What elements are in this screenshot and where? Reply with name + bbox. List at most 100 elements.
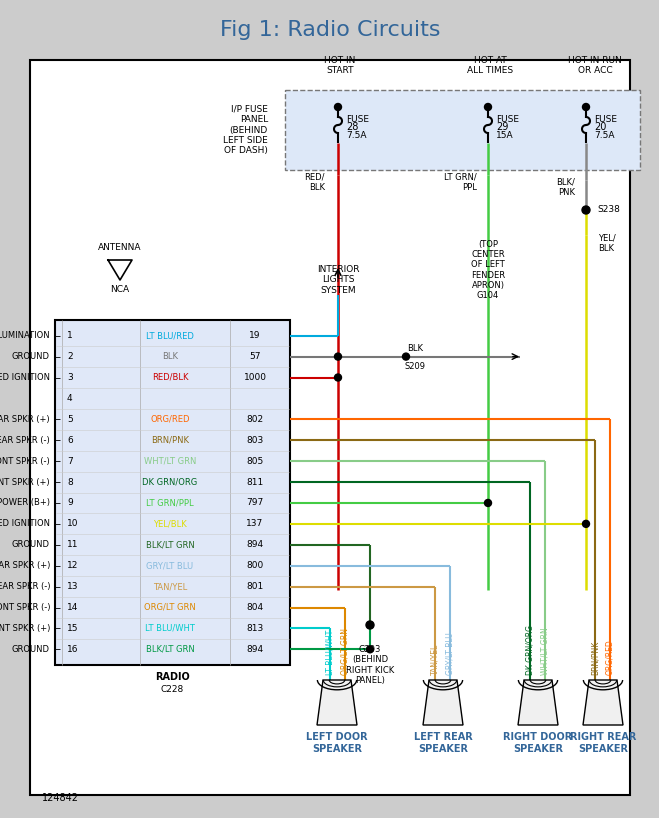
- Text: G203
(BEHIND
RIGHT KICK
PANEL): G203 (BEHIND RIGHT KICK PANEL): [346, 645, 394, 685]
- Text: BRN/PNK: BRN/PNK: [151, 436, 189, 445]
- Text: 801: 801: [246, 582, 264, 591]
- Bar: [30, 60, 630, 795]
- Circle shape: [335, 374, 341, 381]
- Polygon shape: [583, 680, 623, 725]
- Text: 894: 894: [246, 540, 264, 549]
- Text: 805: 805: [246, 456, 264, 465]
- Polygon shape: [518, 680, 558, 725]
- Text: 14: 14: [67, 603, 78, 612]
- Text: DK GRN/ORG: DK GRN/ORG: [525, 625, 534, 675]
- Text: RIGHT DOOR
SPEAKER: RIGHT DOOR SPEAKER: [503, 732, 573, 754]
- Text: WHT/LT GRN: WHT/LT GRN: [144, 456, 196, 465]
- Circle shape: [582, 206, 590, 214]
- Text: YEL/
BLK: YEL/ BLK: [598, 233, 616, 253]
- Circle shape: [583, 104, 590, 110]
- Text: GROUND: GROUND: [12, 352, 50, 361]
- Text: FUSE: FUSE: [346, 115, 369, 124]
- Text: 10: 10: [67, 519, 78, 528]
- Text: 20: 20: [594, 122, 606, 132]
- Text: 13: 13: [67, 582, 78, 591]
- Text: LEFT DOOR
SPEAKER: LEFT DOOR SPEAKER: [306, 732, 368, 754]
- Text: NCA: NCA: [111, 285, 130, 294]
- Text: R REAR SPKR (-): R REAR SPKR (-): [0, 436, 50, 445]
- Text: L REAR SPKR (+): L REAR SPKR (+): [0, 561, 50, 570]
- Text: FUSE: FUSE: [594, 115, 617, 124]
- Text: 28: 28: [346, 122, 358, 132]
- Text: 7.5A: 7.5A: [346, 131, 366, 140]
- Text: ORG/LT GRN: ORG/LT GRN: [144, 603, 196, 612]
- Text: HOT IN
START: HOT IN START: [324, 56, 356, 75]
- Text: 16: 16: [67, 645, 78, 654]
- Text: L FRONT SPKR (-): L FRONT SPKR (-): [0, 603, 50, 612]
- Text: L REAR SPKR (-): L REAR SPKR (-): [0, 582, 50, 591]
- Text: GROUND: GROUND: [12, 540, 50, 549]
- Text: 57: 57: [249, 352, 261, 361]
- Text: R REAR SPKR (+): R REAR SPKR (+): [0, 415, 50, 424]
- Text: 15: 15: [67, 624, 78, 633]
- Text: R FRONT SPKR (+): R FRONT SPKR (+): [0, 478, 50, 487]
- Text: POWER (B+): POWER (B+): [0, 498, 50, 507]
- Text: HOT AT
ALL TIMES: HOT AT ALL TIMES: [467, 56, 513, 75]
- Text: RED/BLK: RED/BLK: [152, 373, 188, 382]
- Text: 811: 811: [246, 478, 264, 487]
- Circle shape: [403, 353, 409, 360]
- Bar: [285, 90, 640, 170]
- Text: DK GRN/ORG: DK GRN/ORG: [142, 478, 198, 487]
- Text: 813: 813: [246, 624, 264, 633]
- Circle shape: [583, 520, 590, 528]
- Text: C228: C228: [161, 685, 184, 694]
- Circle shape: [484, 500, 492, 506]
- Text: 137: 137: [246, 519, 264, 528]
- Text: 804: 804: [246, 603, 264, 612]
- Text: L FRONT SPKR (+): L FRONT SPKR (+): [0, 624, 50, 633]
- Text: S238: S238: [597, 205, 620, 214]
- Circle shape: [366, 646, 374, 653]
- Text: INTERIOR
LIGHTS
SYSTEM: INTERIOR LIGHTS SYSTEM: [317, 265, 359, 295]
- Text: 8: 8: [67, 478, 72, 487]
- Text: TAN/YEL: TAN/YEL: [430, 644, 440, 675]
- Text: LT BLU/WHT: LT BLU/WHT: [326, 630, 335, 675]
- Text: LT BLU/RED: LT BLU/RED: [146, 331, 194, 340]
- Text: HOT IN RUN
OR ACC: HOT IN RUN OR ACC: [568, 56, 622, 75]
- Text: RADIO: RADIO: [155, 672, 190, 682]
- Text: 19: 19: [249, 331, 261, 340]
- Text: 800: 800: [246, 561, 264, 570]
- Bar: [0, 0, 659, 50]
- Text: 9: 9: [67, 498, 72, 507]
- Text: 7: 7: [67, 456, 72, 465]
- Text: 29: 29: [496, 122, 508, 132]
- Text: ORG/LT GRN: ORG/LT GRN: [341, 628, 349, 675]
- Text: BLK/
PNK: BLK/ PNK: [556, 178, 575, 196]
- Text: 3: 3: [67, 373, 72, 382]
- Text: 1: 1: [67, 331, 72, 340]
- Text: (TOP
CENTER
OF LEFT
FENDER
APRON)
G104: (TOP CENTER OF LEFT FENDER APRON) G104: [471, 240, 505, 300]
- Text: LT GRN/PPL: LT GRN/PPL: [146, 498, 194, 507]
- Text: BRN/PNK: BRN/PNK: [590, 640, 600, 675]
- Text: 15A: 15A: [496, 131, 513, 140]
- Text: BLK/LT GRN: BLK/LT GRN: [146, 645, 194, 654]
- Text: 1000: 1000: [243, 373, 266, 382]
- Text: ORG/RED: ORG/RED: [150, 415, 190, 424]
- Text: 12: 12: [67, 561, 78, 570]
- Text: ORG/RED: ORG/RED: [606, 639, 614, 675]
- Polygon shape: [423, 680, 463, 725]
- Text: 797: 797: [246, 498, 264, 507]
- Text: 2: 2: [67, 352, 72, 361]
- Text: 4: 4: [67, 394, 72, 403]
- Text: 5: 5: [67, 415, 72, 424]
- Text: YEL/BLK: YEL/BLK: [153, 519, 187, 528]
- Text: 6: 6: [67, 436, 72, 445]
- Text: 894: 894: [246, 645, 264, 654]
- Text: 11: 11: [67, 540, 78, 549]
- Circle shape: [335, 353, 341, 360]
- Text: RIGHT REAR
SPEAKER: RIGHT REAR SPEAKER: [570, 732, 636, 754]
- Text: R FRONT SPKR (-): R FRONT SPKR (-): [0, 456, 50, 465]
- Text: GROUND: GROUND: [12, 645, 50, 654]
- Bar: [55, 320, 290, 665]
- Text: S209: S209: [405, 362, 426, 371]
- Text: LEFT REAR
SPEAKER: LEFT REAR SPEAKER: [414, 732, 473, 754]
- Text: I/P FUSE
PANEL
(BEHIND
LEFT SIDE
OF DASH): I/P FUSE PANEL (BEHIND LEFT SIDE OF DASH…: [223, 105, 268, 155]
- Polygon shape: [108, 260, 132, 280]
- Circle shape: [484, 104, 492, 110]
- Circle shape: [335, 104, 341, 110]
